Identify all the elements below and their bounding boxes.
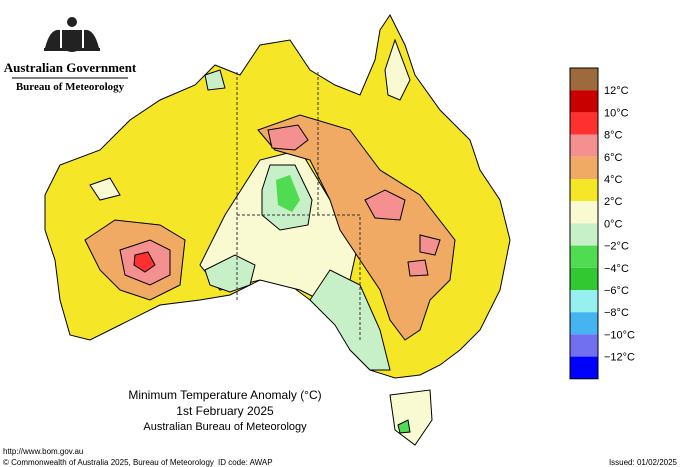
legend-label: 0°C: [604, 218, 623, 230]
legend-frame: [569, 67, 599, 380]
legend-label: −10°C: [604, 329, 635, 341]
government-name: Australian Government: [4, 60, 137, 75]
coat-of-arms: [44, 17, 100, 52]
map-source: Australian Bureau of Meteorology: [143, 421, 307, 433]
border-nt-sa-qld: [237, 214, 361, 340]
map: [44, 14, 511, 446]
legend-label: 4°C: [604, 174, 623, 186]
legend-swatch: [570, 90, 598, 113]
region-cool-sa: [204, 254, 256, 293]
state-borders: [236, 72, 361, 340]
legend-swatch: [570, 334, 598, 357]
region-cool-west: [89, 177, 121, 201]
footer-copyright: © Commonwealth of Australia 2025, Bureau…: [3, 458, 214, 467]
footer-url: http://www.bom.gov.au: [3, 447, 83, 456]
legend-swatch: [570, 68, 598, 91]
legend-label: 8°C: [604, 130, 623, 142]
legend-label: −6°C: [604, 285, 629, 297]
legend-swatch: [570, 223, 598, 246]
legend-swatch: [570, 356, 598, 379]
legend-label: −2°C: [604, 241, 629, 253]
legend-swatch: [570, 201, 598, 224]
footer-id: ID code: AWAP: [218, 458, 273, 467]
legend-swatch: [570, 112, 598, 135]
region-warm-east: [257, 114, 456, 341]
region-hot-east2: [419, 234, 441, 256]
region-cool-qld: [384, 38, 411, 101]
region-cool-se: [309, 269, 391, 371]
region-hot-east3: [407, 259, 429, 277]
map-title: Minimum Temperature Anomaly (°C): [128, 388, 321, 402]
legend-swatch: [570, 134, 598, 157]
legend-label: 2°C: [604, 196, 623, 208]
legend-swatch: [570, 245, 598, 268]
region-hot-north: [267, 124, 309, 151]
legend-label: −12°C: [604, 352, 635, 364]
region-hot-east1: [364, 189, 406, 221]
legend-swatch: [570, 179, 598, 202]
map-date: 1st February 2025: [176, 404, 274, 418]
legend-swatch: [570, 290, 598, 313]
region-cold-core: [276, 175, 300, 212]
region-cool-nt: [204, 69, 226, 91]
footer-issued: Issued: 01/02/2025: [609, 458, 678, 467]
agency-name: Bureau of Meteorology: [16, 81, 125, 93]
region-hotter-west: [133, 251, 156, 273]
legend: 12°C 10°C 8°C 6°C 4°C 2°C 0°C −2°C −4°C −6°C −8°C −…: [569, 67, 635, 380]
legend-swatch: [570, 156, 598, 179]
legend-label: −4°C: [604, 263, 629, 275]
legend-swatch: [570, 267, 598, 290]
legend-label: 6°C: [604, 152, 623, 164]
legend-label: −8°C: [604, 307, 629, 319]
legend-label: 10°C: [604, 107, 629, 119]
region-cold-tas: [397, 419, 411, 434]
legend-swatch: [570, 312, 598, 335]
legend-label: 12°C: [604, 85, 629, 97]
